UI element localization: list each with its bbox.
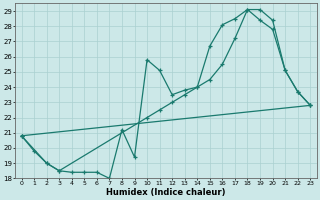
X-axis label: Humidex (Indice chaleur): Humidex (Indice chaleur) (106, 188, 226, 197)
